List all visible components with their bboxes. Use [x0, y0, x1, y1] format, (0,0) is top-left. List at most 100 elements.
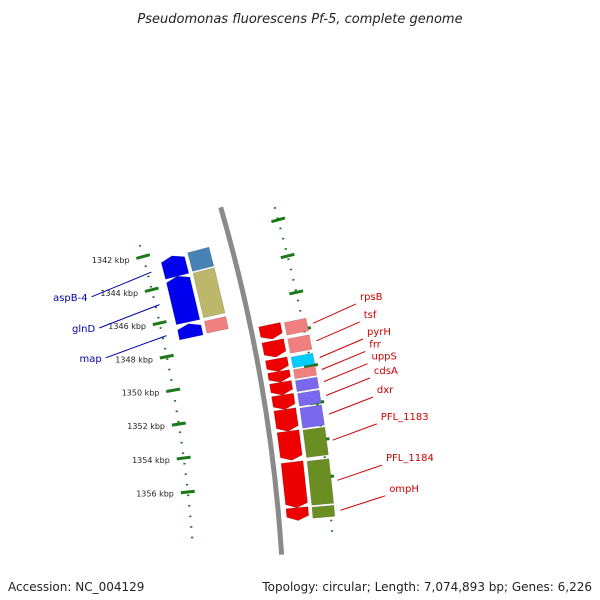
- major-tick: [144, 252, 295, 293]
- cog-block: [294, 376, 320, 392]
- gene-arrow: [265, 356, 289, 372]
- gene-feature: [273, 404, 325, 432]
- gene-arrow: [271, 392, 296, 410]
- major-tick-mark: [303, 363, 319, 369]
- major-tick: [165, 363, 319, 393]
- tick-label: 1350 kbp: [122, 389, 160, 398]
- label-leader-line: [91, 271, 152, 298]
- label-leader-line: [328, 396, 374, 415]
- cog-block: [203, 316, 229, 334]
- accession-text: Accession: NC_004129: [8, 580, 145, 594]
- gene-feature: [177, 316, 229, 341]
- gene-label-group: pyrH: [319, 327, 391, 358]
- cog-block: [293, 365, 318, 380]
- gene-label: PFL_1184: [386, 453, 434, 464]
- major-tick-mark: [280, 252, 295, 260]
- major-tick-mark: [159, 353, 174, 360]
- gene-feature: [261, 334, 313, 358]
- genome-backbone: [218, 206, 285, 555]
- gene-feature: [267, 365, 318, 383]
- gene-label: tsf: [364, 310, 377, 321]
- gene-feature: [265, 352, 316, 372]
- gene-feature: [276, 426, 329, 461]
- label-leader-line: [319, 338, 364, 358]
- label-leader-line: [316, 321, 360, 342]
- cog-block: [302, 426, 329, 458]
- tick-label: 1352 kbp: [127, 422, 165, 431]
- gene-label: ompH: [389, 484, 419, 495]
- major-tick: [152, 289, 304, 327]
- major-tick-mark: [135, 253, 151, 260]
- tick-label: 1342 kbp: [92, 256, 130, 265]
- gene-feature: [285, 504, 336, 521]
- cog-block: [290, 352, 316, 369]
- gene-arrow: [285, 506, 310, 521]
- gene-layer: [160, 246, 336, 521]
- label-leader-line: [332, 423, 377, 441]
- cog-block: [283, 317, 309, 336]
- major-tick-mark: [171, 421, 186, 427]
- gene-label-group: rpsB: [312, 292, 383, 324]
- gene-label-group: ompH: [340, 484, 419, 511]
- gene-arrow: [258, 322, 283, 340]
- major-tick-mark: [289, 289, 304, 296]
- gene-arrow: [261, 338, 287, 358]
- major-tick-mark: [165, 387, 181, 393]
- cog-block: [297, 389, 322, 407]
- gene-feature: [280, 458, 335, 509]
- label-leader-line: [323, 363, 368, 383]
- major-tick-mark: [144, 286, 159, 293]
- tick-label: 1346 kbp: [108, 322, 146, 331]
- gene-arrow: [280, 460, 308, 509]
- gene-feature: [166, 267, 226, 325]
- gene-label: rpsB: [360, 292, 383, 303]
- tick-label: 1344 kbp: [100, 289, 138, 298]
- major-tick: [135, 216, 286, 260]
- cog-block: [187, 246, 215, 272]
- gene-arrow: [269, 380, 294, 396]
- cog-block: [306, 458, 335, 506]
- label-leader-line: [99, 304, 160, 329]
- gene-feature: [269, 376, 320, 396]
- gene-label: cdsA: [374, 366, 398, 377]
- label-leader-line: [337, 464, 383, 481]
- gene-label-group: aspB-4: [53, 271, 152, 304]
- tick-label: 1348 kbp: [115, 355, 153, 364]
- gene-label-group: tsf: [316, 310, 377, 342]
- gene-label-group: frr: [321, 339, 382, 370]
- map-title: Pseudomonas fluorescens Pf-5, complete g…: [137, 12, 462, 27]
- gene-label-group: map: [79, 335, 167, 365]
- cog-block: [192, 267, 226, 319]
- major-tick-mark: [180, 489, 195, 495]
- cog-block: [299, 404, 325, 429]
- gene-arrow: [160, 255, 190, 280]
- gene-arrow: [177, 323, 204, 341]
- major-tick-mark: [152, 320, 167, 327]
- gene-arrow: [273, 407, 299, 432]
- label-leader-line: [325, 377, 371, 396]
- cog-block: [287, 334, 313, 354]
- gene-label: pyrH: [367, 327, 391, 338]
- gene-arrow: [276, 429, 303, 461]
- gene-label-group: PFL_1184: [337, 453, 434, 481]
- label-leader-line: [105, 335, 167, 359]
- gene-label: map: [79, 354, 101, 365]
- gene-label-group: dxr: [328, 385, 394, 415]
- cog-block: [311, 504, 336, 519]
- label-leader-line: [321, 350, 366, 370]
- gene-label: glnD: [72, 324, 95, 335]
- major-tick-mark: [271, 216, 286, 224]
- gene-arrow: [267, 369, 291, 383]
- tick-label: 1354 kbp: [132, 456, 170, 465]
- gene-feature: [258, 317, 309, 340]
- gene-label-group: uppS: [323, 352, 397, 383]
- gene-arrow: [166, 275, 201, 325]
- gene-label-group: cdsA: [325, 366, 398, 396]
- backbone-layer: [218, 206, 285, 555]
- gene-feature: [271, 389, 322, 410]
- gene-label: aspB-4: [53, 293, 88, 304]
- label-leader-line: [340, 495, 386, 511]
- gene-label-group: glnD: [72, 304, 160, 335]
- gene-label: dxr: [377, 385, 394, 396]
